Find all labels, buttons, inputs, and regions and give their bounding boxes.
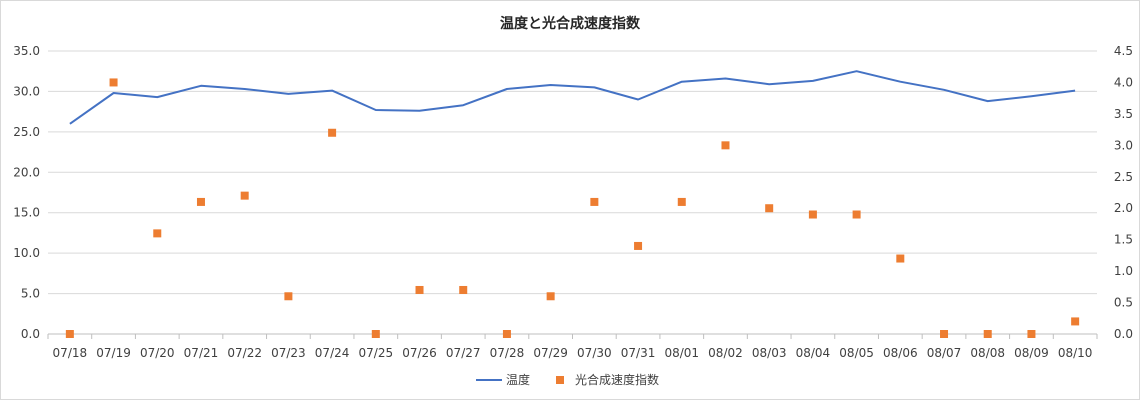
y-right-tick-label: 2.5	[1114, 170, 1133, 184]
series-line-temperature	[69, 70, 1076, 125]
y-right-tick-label: 0.5	[1114, 296, 1133, 310]
x-tick-label: 07/18	[53, 346, 88, 360]
chart-title: 温度と光合成速度指数	[500, 15, 641, 32]
x-tick-label: 07/22	[227, 346, 262, 360]
data-point-photosynthesis	[1027, 330, 1036, 338]
y-left-tick-label: 30.0	[13, 84, 40, 98]
data-point-photosynthesis	[196, 197, 205, 206]
y-left-tick-label: 10.0	[13, 246, 40, 260]
y-right-tick-label: 3.5	[1114, 107, 1133, 121]
y-right-tick-label: 2.0	[1114, 201, 1133, 215]
y-left-tick-label: 35.0	[13, 44, 40, 58]
x-tick-label: 07/27	[446, 346, 481, 360]
y-right-tick-label: 1.0	[1114, 264, 1133, 278]
y-right-tick-label: 4.0	[1114, 75, 1133, 89]
gridlines	[48, 50, 1097, 335]
y-left-tick-label: 0.0	[21, 327, 40, 341]
x-tick-label: 08/10	[1058, 346, 1093, 360]
plot-area	[65, 70, 1080, 338]
x-tick-label: 07/30	[577, 346, 612, 360]
legend-label-temperature: 温度	[506, 372, 530, 387]
data-point-photosynthesis	[459, 285, 468, 294]
x-tick-label: 07/26	[402, 346, 437, 360]
data-point-photosynthesis	[502, 330, 511, 338]
legend-swatch-marker	[556, 376, 564, 384]
data-point-photosynthesis	[808, 210, 817, 219]
x-tick-label: 08/03	[752, 346, 787, 360]
data-point-photosynthesis	[153, 229, 162, 238]
right-axis: 0.0 0.5 1.0 1.5 2.0 2.5 3.0 3.5 4.0 4.5	[1114, 44, 1133, 341]
y-left-tick-label: 25.0	[13, 125, 40, 139]
x-tick-label: 07/24	[315, 346, 350, 360]
x-tick-label: 08/07	[927, 346, 962, 360]
x-tick-label: 08/06	[883, 346, 918, 360]
legend-label-photosynthesis: 光合成速度指数	[575, 372, 659, 387]
y-left-tick-label: 20.0	[13, 165, 40, 179]
x-tick-label: 07/25	[359, 346, 394, 360]
data-point-photosynthesis	[677, 197, 686, 206]
data-point-photosynthesis	[328, 128, 337, 137]
data-point-photosynthesis	[1071, 317, 1080, 326]
data-point-photosynthesis	[371, 330, 380, 338]
data-point-photosynthesis	[240, 191, 249, 200]
x-tick-label: 07/21	[184, 346, 219, 360]
x-tick-label: 08/05	[839, 346, 874, 360]
data-point-photosynthesis	[896, 254, 905, 263]
x-tick-label: 07/20	[140, 346, 175, 360]
y-left-tick-label: 15.0	[13, 206, 40, 220]
y-right-tick-label: 1.5	[1114, 233, 1133, 247]
x-axis: 07/18 07/19 07/20 07/21 07/22 07/23 07/24 07/25…	[47, 334, 1098, 360]
left-axis: 0.0 5.0 10.0 15.0 20.0 25.0 30.0 35.0	[13, 44, 40, 341]
data-point-photosynthesis	[721, 141, 730, 150]
x-tick-label: 07/29	[533, 346, 568, 360]
data-point-photosynthesis	[284, 292, 293, 301]
legend: 温度 光合成速度指数	[476, 372, 659, 387]
y-left-tick-label: 5.0	[21, 287, 40, 301]
x-tick-label: 07/19	[96, 346, 131, 360]
y-right-tick-label: 4.5	[1114, 44, 1133, 58]
data-point-photosynthesis	[65, 330, 74, 338]
x-tick-label: 08/04	[796, 346, 831, 360]
x-tick-label: 08/01	[664, 346, 699, 360]
data-point-photosynthesis	[983, 330, 992, 338]
x-tick-label: 07/23	[271, 346, 306, 360]
x-tick-label: 08/02	[708, 346, 743, 360]
x-tick-label: 07/28	[490, 346, 525, 360]
data-point-photosynthesis	[940, 330, 949, 338]
y-right-tick-label: 0.0	[1114, 327, 1133, 341]
x-tick-label: 08/08	[970, 346, 1005, 360]
data-point-photosynthesis	[634, 241, 643, 250]
data-point-photosynthesis	[765, 204, 774, 213]
data-point-photosynthesis	[590, 197, 599, 206]
y-right-tick-label: 3.0	[1114, 138, 1133, 152]
data-point-photosynthesis	[852, 210, 861, 219]
data-point-photosynthesis	[546, 292, 555, 301]
x-tick-label: 07/31	[621, 346, 656, 360]
data-point-photosynthesis	[415, 285, 424, 294]
data-point-photosynthesis	[109, 78, 118, 87]
x-tick-label: 08/09	[1014, 346, 1049, 360]
